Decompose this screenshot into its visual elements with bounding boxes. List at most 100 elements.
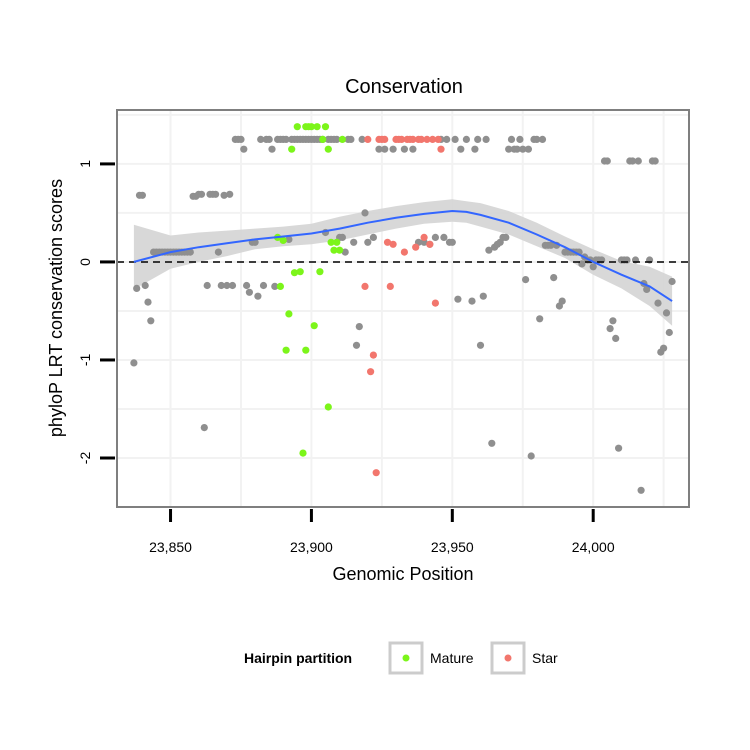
point-other [133, 284, 141, 292]
point-other [471, 145, 479, 153]
point-other [361, 209, 369, 217]
point-other [147, 317, 155, 325]
point-other [536, 315, 544, 323]
x-axis: 23,850 23,900 23,950 24,000 [149, 509, 615, 555]
point-other [479, 292, 487, 300]
legend-title: Hairpin partition [244, 650, 352, 666]
point-star [361, 282, 369, 290]
point-other [355, 323, 363, 331]
point-other [265, 135, 273, 143]
point-other [634, 157, 642, 165]
point-other [341, 248, 349, 256]
point-mature [299, 449, 307, 457]
point-star [364, 135, 372, 143]
point-other [468, 297, 476, 305]
point-star [398, 135, 406, 143]
point-other [228, 281, 237, 290]
point-other [440, 233, 448, 241]
panel-background [117, 110, 689, 507]
point-other [409, 145, 417, 153]
point-other [364, 238, 372, 246]
point-mature [338, 135, 346, 143]
point-star [409, 135, 417, 143]
point-mature [296, 268, 304, 276]
point-star [383, 238, 392, 246]
legend-label-star: Star [532, 650, 558, 666]
point-other [476, 341, 485, 349]
point-other [285, 235, 293, 243]
point-other [141, 281, 149, 290]
point-other [223, 281, 231, 290]
point-other [259, 281, 268, 290]
point-other [454, 295, 462, 303]
point-other [502, 233, 510, 241]
point-other [451, 135, 459, 143]
point-mature [319, 135, 327, 143]
point-star [389, 240, 397, 248]
point-other [519, 145, 527, 153]
point-mature [324, 145, 332, 153]
point-star [369, 351, 377, 359]
point-other [254, 292, 262, 300]
point-star [386, 282, 394, 290]
point-star [412, 243, 420, 251]
point-other [212, 190, 220, 198]
point-mature [285, 310, 293, 318]
point-mature [307, 123, 315, 131]
point-other [485, 246, 493, 254]
point-other [350, 238, 358, 246]
smooth-line-layer [133, 209, 673, 302]
point-star [367, 368, 375, 376]
point-other [629, 157, 637, 165]
point-other [558, 297, 566, 305]
point-other [488, 439, 496, 447]
point-other [186, 248, 194, 256]
point-other [662, 309, 671, 317]
point-other [257, 135, 265, 143]
point-other [507, 135, 516, 143]
point-other [358, 135, 366, 143]
point-other [448, 238, 456, 246]
y-axis: 1 0 -1 -2 [77, 160, 115, 464]
x-tick-label: 23,900 [290, 539, 333, 555]
point-other [516, 135, 524, 143]
panel-border [116, 109, 690, 508]
data-points-layer [130, 123, 676, 494]
point-mature [321, 123, 330, 131]
point-other [243, 281, 251, 290]
x-tick-label: 23,850 [149, 539, 192, 555]
point-mature [293, 123, 301, 131]
point-other [615, 444, 623, 452]
point-other [527, 452, 535, 460]
point-star [426, 240, 434, 248]
point-star [434, 135, 442, 143]
y-tick-label: 1 [77, 160, 93, 168]
point-other [203, 281, 211, 290]
point-star [431, 299, 439, 307]
point-other [144, 298, 152, 306]
point-other [240, 145, 248, 153]
point-other [400, 145, 408, 153]
point-other [578, 260, 586, 268]
point-other [217, 281, 225, 290]
point-other [347, 135, 355, 143]
point-other [200, 424, 208, 432]
point-other [524, 145, 533, 153]
point-other [197, 190, 206, 198]
point-other [130, 359, 138, 367]
point-other [547, 241, 555, 249]
point-mature [336, 246, 344, 254]
point-mature [290, 269, 299, 277]
point-other [482, 135, 490, 143]
point-other [609, 317, 617, 325]
chart-title: Conservation [345, 76, 463, 98]
legend-item-mature: Mature [388, 641, 474, 675]
point-other [612, 334, 620, 342]
point-mature [333, 238, 341, 246]
point-other [381, 145, 389, 153]
point-star [417, 135, 425, 143]
point-other [245, 288, 253, 296]
point-star [381, 135, 389, 143]
x-tick-label: 24,000 [572, 539, 615, 555]
